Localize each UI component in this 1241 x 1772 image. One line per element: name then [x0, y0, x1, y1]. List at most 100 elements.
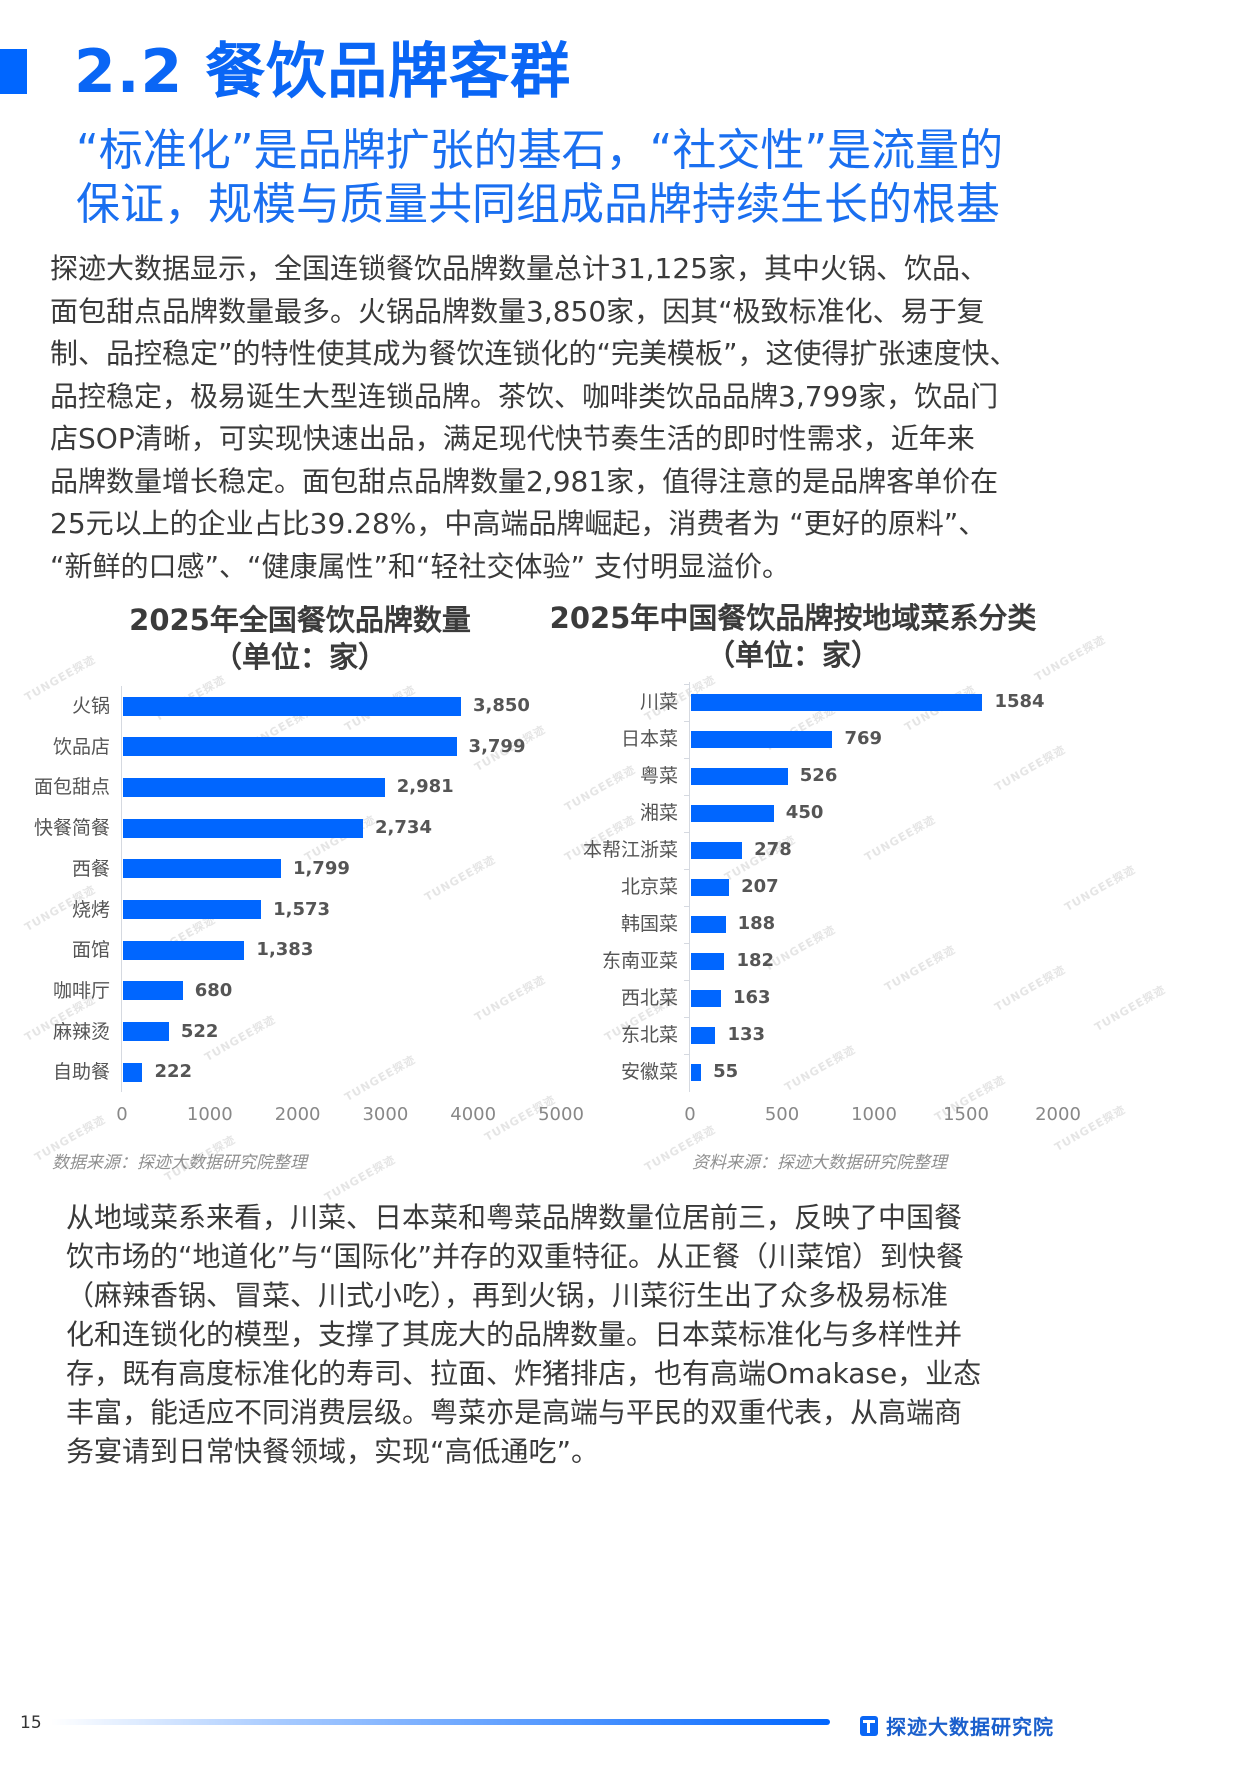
subtitle-line: “标准化”是品牌扩张的基石，“社交性”是流量的 [76, 125, 1004, 176]
category-label: 面馆 [71, 939, 110, 962]
watermark: TUNGEE探迹 [882, 942, 958, 994]
watermark: TUNGEE探迹 [322, 1152, 398, 1204]
bar [123, 1062, 143, 1082]
y-axis-line [689, 682, 690, 1092]
bar [123, 818, 364, 838]
value-label: 188 [737, 913, 776, 934]
x-tick-label: 2000 [1035, 1104, 1081, 1125]
value-label: 522 [180, 1020, 219, 1042]
category-label: 东北菜 [620, 1024, 678, 1046]
category-label: 咖啡厅 [52, 979, 110, 1002]
category-label: 西北菜 [620, 987, 678, 1009]
category-label: 麻辣烫 [52, 1020, 110, 1043]
bar [691, 915, 726, 933]
y-tick [684, 794, 690, 796]
bar [691, 693, 983, 711]
section-marker [0, 49, 27, 94]
x-tick-label: 500 [764, 1104, 800, 1125]
category-label: 西餐 [71, 857, 110, 880]
chart-source: 数据来源：探迹大数据研究院整理 [52, 1153, 307, 1173]
y-tick [684, 1053, 690, 1055]
value-label: 1,383 [256, 939, 314, 961]
x-tick-label: 0 [116, 1104, 128, 1125]
paragraph-line: 面包甜点品牌数量最多。火锅品牌数量3,850家，因其“极致标准化、易于复 [50, 294, 985, 328]
subtitle-line: 保证，规模与质量共同组成品牌持续生长的根基 [76, 179, 1000, 230]
bar [691, 989, 721, 1007]
paragraph-line: 品牌数量增长稳定。面包甜点品牌数量2,981家，值得注意的是品牌客单价在 [50, 464, 999, 498]
category-label: 快餐简餐 [33, 817, 110, 840]
bar [123, 777, 385, 797]
paragraph-line: 制、品控稳定”的特性使其成为餐饮连锁化的“完美模板”，这使得扩张速度快、 [50, 337, 1018, 370]
paragraph-line: 探迹大数据显示，全国连锁餐饮品牌数量总计31,125家，其中火锅、饮品、 [50, 252, 988, 285]
chart-title: 2025年中国餐饮品牌按地域菜系分类 （单位：家） [549, 601, 1037, 672]
category-label: 粤菜 [639, 765, 678, 787]
bar [123, 737, 457, 757]
x-tick-label: 3000 [362, 1104, 409, 1125]
y-tick [684, 905, 690, 907]
paragraph-line: “新鲜的口感”、“健康属性”和“轻社交体验” 支付明显溢价。 [50, 549, 790, 583]
value-label: 769 [844, 728, 883, 749]
y-tick [684, 831, 690, 833]
chart-source: 资料来源：探迹大数据研究院整理 [692, 1153, 947, 1173]
paragraph-line: 饮市场的“地道化”与“国际化”并存的双重特征。从正餐（川菜馆）到快餐 [66, 1240, 965, 1273]
y-tick [684, 979, 690, 981]
category-label: 面包甜点 [33, 776, 110, 799]
paragraph-line: 品控稳定，极易诞生大型连锁品牌。茶饮、咖啡类饮品品牌3,799家，饮品门 [50, 379, 999, 413]
watermark: TUNGEE探迹 [992, 742, 1068, 794]
watermark: TUNGEE探迹 [342, 1052, 418, 1104]
watermark: TUNGEE探迹 [1032, 632, 1108, 684]
category-label: 日本菜 [620, 728, 678, 750]
value-label: 1584 [994, 691, 1045, 712]
y-tick [684, 720, 690, 722]
x-tick-label: 1000 [186, 1104, 233, 1125]
value-label: 278 [754, 839, 792, 860]
value-label: 133 [727, 1024, 766, 1045]
paragraph-line: （麻辣香锅、冒菜、川式小吃），再到火锅，川菜衍生出了众多极易标准 [66, 1279, 949, 1312]
x-tick-label: 0 [684, 1104, 696, 1125]
paragraph-line: 存，既有高度标准化的寿司、拉面、炸猪排店，也有高端Omakase，业态 [66, 1357, 982, 1390]
category-label: 饮品店 [52, 735, 110, 758]
bar [691, 804, 774, 822]
value-label: 1,573 [273, 898, 331, 920]
bar [691, 1063, 702, 1081]
x-tick-label: 1000 [851, 1104, 897, 1125]
value-label: 2,734 [375, 817, 432, 839]
bar [691, 767, 788, 785]
x-tick-label: 2000 [274, 1104, 321, 1125]
bar [691, 841, 743, 859]
bar [691, 952, 725, 970]
category-label: 自助餐 [52, 1061, 110, 1084]
watermark: TUNGEE探迹 [1062, 862, 1138, 914]
bar [123, 900, 262, 919]
page-number: 15 [20, 1713, 42, 1733]
value-label: 163 [732, 987, 771, 1008]
chart-title: 2025年全国餐饮品牌数量 （单位：家） [129, 603, 471, 674]
category-label: 烧烤 [71, 898, 110, 921]
category-label: 湘菜 [639, 802, 678, 824]
value-label: 55 [713, 1061, 739, 1082]
bar [123, 696, 462, 716]
bar [123, 940, 245, 960]
paragraph-line: 25元以上的企业占比39.28%，中高端品牌崛起，消费者为 “更好的原料”、 [50, 507, 987, 540]
watermark: TUNGEE探迹 [1092, 982, 1168, 1034]
category-label: 火锅 [71, 695, 110, 717]
subtitle: “标准化”是品牌扩张的基石，“社交性”是流量的 保证，规模与质量共同组成品牌持续… [76, 124, 1236, 232]
x-tick-label: 1500 [943, 1104, 989, 1125]
y-tick [684, 683, 690, 685]
y-tick [684, 942, 690, 944]
value-label: 3,850 [473, 695, 530, 716]
category-label: 川菜 [639, 691, 678, 713]
bar [123, 981, 183, 1001]
intro-paragraph: 探迹大数据显示，全国连锁餐饮品牌数量总计31,125家，其中火锅、饮品、 面包甜… [50, 248, 1230, 588]
category-label: 安徽菜 [620, 1061, 678, 1083]
paragraph-line: 店SOP清晰，可实现快速出品，满足现代快节奏生活的即时性需求，近年来 [50, 422, 975, 455]
section-title: 2.2 餐饮品牌客群 [74, 37, 572, 107]
x-tick-label: 5000 [538, 1104, 584, 1125]
bar [691, 878, 730, 896]
tungee-logo-icon [860, 1715, 878, 1736]
value-label: 1,799 [292, 857, 350, 879]
value-label: 3,799 [468, 735, 526, 757]
paragraph-line: 丰富，能适应不同消费层级。粤菜亦是高端与平民的双重代表，从高端商 [66, 1396, 963, 1429]
y-axis-line [121, 686, 122, 1092]
paragraph-line: 化和连锁化的模型，支撑了其庞大的品牌数量。日本菜标准化与多样性并 [66, 1318, 963, 1351]
